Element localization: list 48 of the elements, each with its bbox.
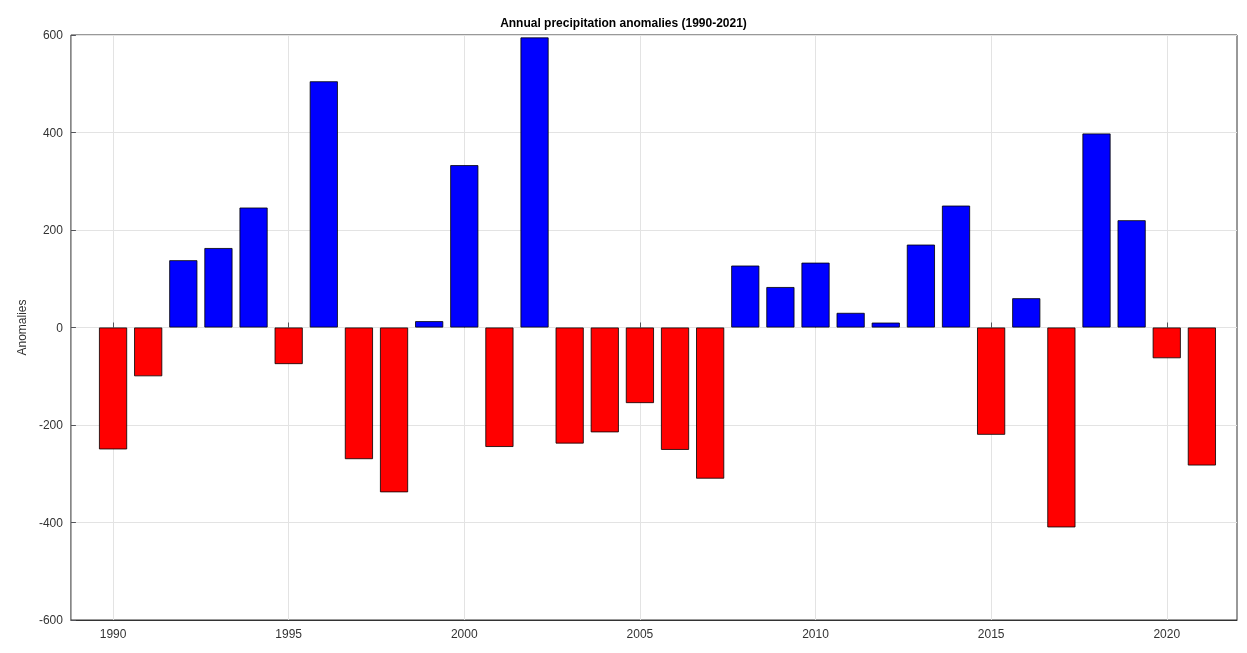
y-tick-label: 600 [42, 28, 64, 42]
bar [134, 327, 163, 377]
y-tick-label: -400 [38, 515, 64, 530]
bar [309, 81, 338, 328]
bar [204, 248, 233, 328]
y-tick-label: -600 [38, 613, 64, 627]
x-tick-label: 2005 [626, 627, 654, 641]
bar [1152, 327, 1181, 359]
bar [1187, 327, 1216, 466]
bar [450, 165, 479, 328]
bar [941, 205, 971, 328]
bar [520, 37, 549, 328]
y-tick-label: 400 [42, 125, 64, 140]
bar [625, 327, 654, 404]
bar [696, 327, 725, 479]
bar [906, 244, 935, 328]
chart-title: Annual precipitation anomalies (1990-2021) [500, 16, 747, 30]
bar [977, 327, 1006, 435]
x-tick-label: 2020 [1153, 627, 1181, 641]
x-tick-label: 1995 [275, 627, 303, 641]
bar [380, 327, 409, 493]
y-tick-label: 0 [56, 320, 64, 335]
bar [555, 327, 584, 444]
bar [99, 327, 128, 450]
bar [871, 322, 900, 328]
x-tick-label: 2015 [977, 627, 1005, 641]
bar [801, 262, 830, 328]
bar [1047, 327, 1076, 528]
y-axis-title: Anomalies [15, 299, 29, 356]
bar [274, 327, 303, 365]
bar [169, 260, 198, 328]
x-tick-label: 2010 [802, 627, 830, 641]
bar [1012, 298, 1041, 328]
bar [239, 207, 268, 328]
bar [836, 312, 865, 328]
bar [344, 327, 373, 460]
bar [590, 327, 619, 433]
bar [485, 327, 514, 447]
bar [731, 265, 760, 328]
bar [766, 287, 795, 328]
y-tick-label: 200 [42, 223, 64, 237]
x-tick-label: 1990 [99, 627, 127, 641]
bar [415, 321, 444, 328]
bar [1117, 220, 1146, 328]
y-tick-label: -200 [38, 418, 64, 432]
bar [1082, 133, 1111, 328]
x-tick-label: 2000 [450, 627, 478, 641]
bar [660, 327, 690, 450]
